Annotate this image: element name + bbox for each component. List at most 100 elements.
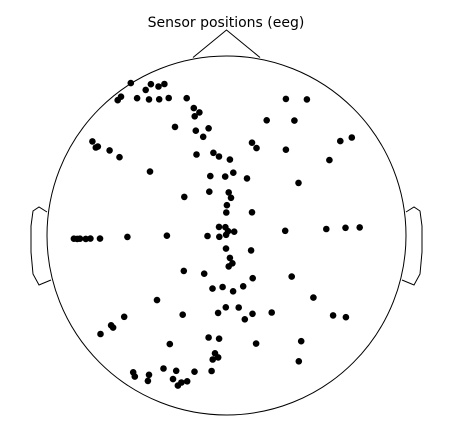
sensor-point-59	[163, 232, 171, 239]
sensor-point-90	[241, 316, 249, 323]
sensor-point-82	[219, 283, 226, 291]
sensor-point-35	[253, 144, 260, 152]
sensor-point-21	[303, 96, 311, 103]
sensor-point-79	[239, 283, 247, 290]
sensor-point-23	[263, 117, 271, 124]
sensor-point-73	[226, 254, 234, 262]
sensor-point-92	[310, 294, 317, 301]
sensor-point-18	[199, 133, 207, 141]
sensor-point-34	[248, 139, 256, 146]
sensor-point-76	[180, 267, 188, 275]
sensor-point-47	[225, 189, 232, 196]
sensor-point-102	[252, 340, 260, 347]
sensor-point-51	[248, 209, 256, 216]
sensor-point-44	[207, 172, 214, 180]
sensor-point-66	[76, 235, 84, 242]
sensor-point-101	[215, 335, 223, 343]
sensor-point-10	[155, 96, 163, 103]
sensor-point-12	[183, 94, 190, 102]
sensor-point-50	[223, 209, 230, 216]
sensor-point-115	[183, 378, 191, 385]
sensor-point-33	[226, 156, 234, 163]
sensor-point-110	[145, 371, 153, 379]
sensor-point-56	[222, 231, 230, 239]
sensor-point-48	[227, 194, 235, 202]
sensor-point-15	[191, 113, 198, 120]
sensor-point-117	[144, 377, 152, 385]
sensor-point-11	[165, 94, 172, 102]
sensor-point-85	[179, 311, 186, 319]
sensor-point-41	[243, 175, 251, 182]
sensor-point-30	[193, 151, 200, 158]
sensor-point-39	[348, 134, 356, 141]
sensor-markers	[70, 79, 364, 389]
sensor-point-87	[222, 304, 230, 311]
sensor-point-77	[200, 270, 208, 278]
sensor-point-99	[166, 340, 174, 348]
sensor-point-81	[209, 285, 216, 292]
sensor-point-49	[223, 201, 231, 209]
sensor-point-38	[337, 137, 344, 145]
sensor-point-71	[222, 245, 230, 252]
sensor-point-29	[146, 168, 154, 175]
sensor-point-60	[281, 227, 289, 235]
head-circle	[46, 55, 407, 416]
sensor-point-3	[147, 80, 155, 88]
nose-outline	[192, 29, 261, 58]
sensor-point-103	[297, 337, 305, 345]
sensor-point-26	[94, 143, 102, 150]
sensor-point-24	[89, 138, 96, 145]
sensor-point-42	[230, 169, 237, 176]
sensor-point-32	[215, 153, 223, 160]
sensor-point-4	[161, 80, 168, 88]
sensor-point-116	[191, 368, 198, 376]
sensor-point-72	[247, 247, 255, 254]
sensor-point-95	[120, 313, 128, 321]
right-ear-outline	[401, 206, 423, 286]
sensor-point-89	[249, 310, 256, 318]
sensor-point-19	[205, 125, 212, 132]
sensor-point-118	[208, 367, 215, 375]
sensor-point-75	[225, 263, 232, 270]
sensor-point-13	[190, 104, 198, 112]
sensor-point-14	[196, 109, 203, 116]
sensor-point-55	[230, 228, 238, 235]
sensor-point-106	[209, 356, 216, 363]
sensor-point-109	[131, 373, 139, 380]
sensor-point-17	[192, 127, 200, 134]
sensor-point-61	[323, 225, 330, 233]
sensor-point-2	[142, 86, 149, 94]
sensor-point-83	[229, 288, 237, 295]
sensor-point-28	[116, 153, 123, 161]
sensor-point-100	[205, 334, 212, 341]
sensor-point-98	[97, 330, 104, 338]
sensor-point-7	[133, 94, 141, 102]
sensor-point-111	[160, 365, 167, 372]
sensor-point-63	[356, 224, 364, 231]
head-outline	[30, 29, 423, 416]
sensor-point-20	[282, 95, 290, 103]
left-ear-outline	[30, 206, 52, 286]
sensor-point-113	[169, 375, 177, 383]
chart-title: Sensor positions (eeg)	[148, 15, 305, 31]
sensor-point-43	[221, 173, 229, 180]
sensor-point-119	[174, 382, 182, 389]
sensor-point-97	[109, 324, 117, 331]
sensor-point-45	[206, 188, 213, 195]
sensor-point-57	[216, 233, 223, 241]
sensor-point-16	[171, 123, 179, 131]
sensor-point-27	[106, 147, 113, 154]
sensor-point-94	[342, 313, 350, 321]
sensor-point-112	[172, 367, 180, 375]
sensor-point-37	[326, 156, 333, 164]
sensor-point-88	[235, 304, 242, 311]
sensor-point-80	[288, 273, 296, 280]
sensor-point-36	[282, 146, 290, 153]
sensor-point-68	[87, 235, 94, 242]
sensor-point-22	[291, 117, 298, 124]
sensor-point-1	[127, 79, 135, 87]
sensor-point-6	[114, 96, 121, 104]
sensor-point-46	[181, 193, 188, 201]
sensor-point-31	[210, 149, 217, 157]
sensor-point-107	[214, 354, 222, 361]
